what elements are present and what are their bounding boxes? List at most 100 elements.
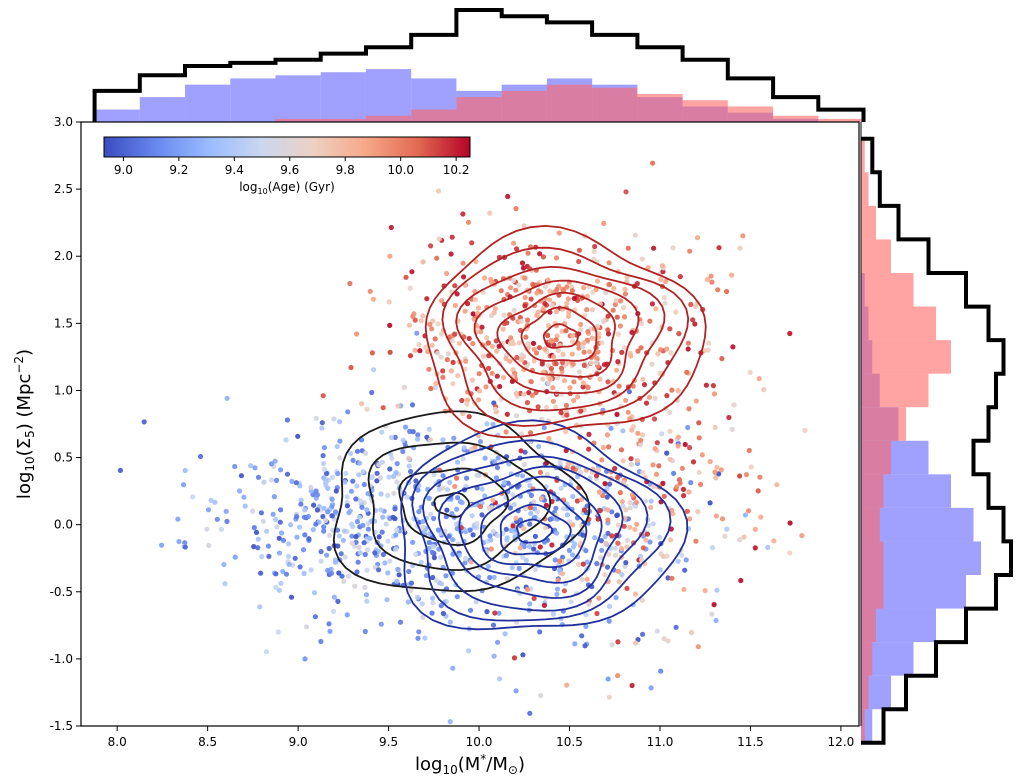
- scatter-point: [535, 309, 541, 315]
- scatter-point: [603, 290, 609, 296]
- scatter-point: [599, 457, 605, 463]
- scatter-point: [576, 369, 583, 375]
- scatter-point: [537, 629, 543, 635]
- scatter-point: [354, 331, 360, 337]
- x-tick-label: 9.0: [289, 735, 308, 749]
- scatter-point: [652, 395, 658, 401]
- scatter-point: [382, 560, 388, 566]
- scatter-point: [663, 278, 669, 284]
- scatter-point: [655, 351, 661, 357]
- scatter-point: [584, 307, 590, 313]
- scatter-point: [180, 482, 187, 488]
- scatter-point: [537, 469, 544, 475]
- scatter-point: [619, 349, 625, 355]
- scatter-point: [614, 314, 620, 320]
- scatter-point: [459, 397, 465, 404]
- scatter-point: [614, 512, 620, 519]
- scatter-point: [357, 550, 363, 556]
- y-tick-label: 1.0: [54, 383, 73, 397]
- scatter-point: [255, 536, 261, 542]
- scatter-point: [454, 506, 460, 512]
- scatter-point: [385, 570, 391, 576]
- scatter-point: [293, 480, 299, 486]
- scatter-point: [313, 521, 319, 527]
- scatter-point: [491, 574, 497, 580]
- scatter-point: [537, 544, 543, 550]
- colorbar-gradient: [103, 136, 471, 158]
- scatter-point: [283, 437, 289, 443]
- scatter-point: [531, 358, 537, 364]
- scatter-point: [514, 354, 520, 361]
- scatter-point: [629, 492, 636, 498]
- scatter-point: [687, 445, 693, 451]
- scatter-point: [460, 260, 466, 266]
- scatter-point: [493, 338, 499, 344]
- scatter-point: [485, 340, 492, 346]
- scatter-point: [318, 549, 324, 555]
- scatter-point: [604, 432, 611, 438]
- scatter-point: [623, 397, 629, 403]
- contour-line: [400, 419, 689, 631]
- scatter-point: [387, 466, 393, 472]
- scatter-point: [197, 453, 204, 460]
- scatter-point: [615, 359, 621, 365]
- scatter-point: [517, 545, 523, 551]
- scatter-point: [557, 558, 563, 564]
- scatter-point: [297, 483, 303, 489]
- scatter-point: [640, 545, 646, 551]
- scatter-point: [522, 275, 528, 281]
- scatter-point: [204, 526, 210, 532]
- scatter-point: [629, 329, 635, 336]
- scatter-point: [583, 612, 589, 618]
- scatter-point: [570, 465, 576, 471]
- scatter-point: [448, 368, 454, 374]
- scatter-point: [468, 607, 474, 613]
- scatter-point: [470, 311, 476, 317]
- scatter-point: [255, 545, 261, 551]
- scatter-point: [519, 473, 526, 479]
- scatter-point: [686, 406, 692, 412]
- scatter-point: [288, 594, 295, 600]
- right-hist-bar-red: [861, 205, 876, 240]
- scatter-point: [341, 528, 347, 534]
- scatter-point: [489, 343, 495, 350]
- scatter-point: [758, 514, 764, 520]
- scatter-point: [393, 546, 399, 552]
- scatter-point: [300, 547, 307, 553]
- scatter-point: [341, 578, 347, 585]
- scatter-point: [508, 527, 514, 534]
- scatter-point: [676, 331, 682, 337]
- scatter-point: [439, 331, 445, 337]
- scatter-point: [543, 502, 550, 508]
- scatter-point: [537, 251, 543, 257]
- scatter-point: [275, 629, 281, 635]
- scatter-point: [531, 499, 537, 505]
- x-tick-label: 11.0: [647, 735, 674, 749]
- scatter-point: [494, 465, 501, 471]
- scatter-point: [489, 279, 495, 285]
- scatter-point: [450, 537, 456, 543]
- scatter-point: [561, 378, 568, 384]
- scatter-point: [354, 569, 360, 575]
- colorbar-ticks: 9.0 9.2 9.4 9.6 9.8 10.0 10.2: [114, 157, 469, 177]
- scatter-point: [609, 642, 615, 648]
- scatter-point: [495, 639, 501, 645]
- scatter-point: [681, 586, 687, 593]
- scatter-point: [549, 338, 555, 344]
- scatter-point: [379, 429, 385, 435]
- scatter-point: [474, 472, 480, 478]
- scatter-point: [612, 301, 618, 308]
- top-marginal-histogram: [92, 8, 866, 123]
- scatter-point: [606, 444, 612, 450]
- scatter-point: [349, 540, 355, 546]
- scatter-point: [718, 467, 724, 473]
- scatter-point: [286, 553, 292, 560]
- scatter-point: [612, 465, 618, 472]
- scatter-point: [580, 344, 586, 350]
- scatter-point: [391, 490, 397, 496]
- scatter-point: [484, 335, 490, 341]
- scatter-point: [252, 465, 258, 471]
- scatter-point: [468, 559, 474, 565]
- scatter-point: [330, 608, 337, 615]
- scatter-point: [532, 567, 538, 573]
